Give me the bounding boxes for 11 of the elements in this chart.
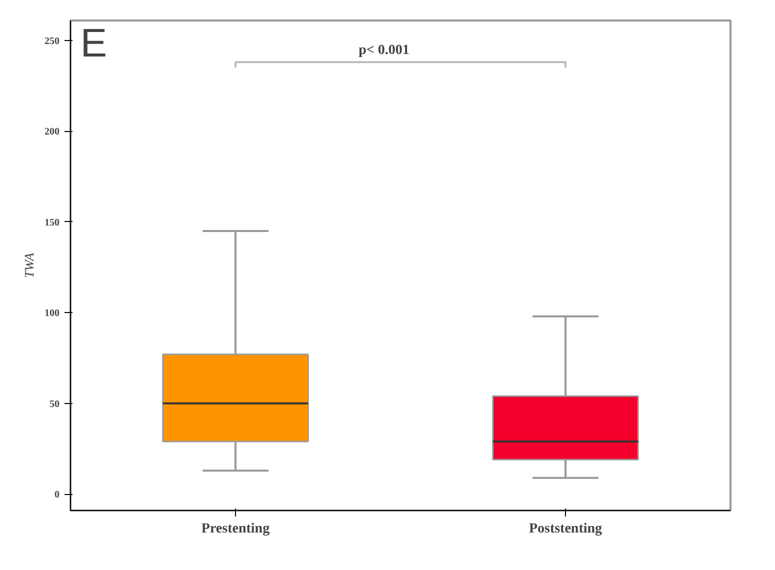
y-tick-label: 0 (54, 490, 60, 501)
y-tick-label: 250 (44, 36, 60, 47)
y-tick-label: 50 (50, 398, 60, 410)
x-tick-label: Prestenting (201, 522, 270, 536)
annotation: p< 0.001 (358, 43, 410, 58)
chart-title: E (80, 22, 108, 66)
y-axis-title: TWA (22, 252, 36, 278)
x-tick-label: Poststenting (528, 522, 602, 536)
y-tick-label: 200 (44, 126, 60, 138)
y-tick-label: 150 (44, 217, 60, 228)
y-tick-label: 100 (44, 308, 60, 320)
